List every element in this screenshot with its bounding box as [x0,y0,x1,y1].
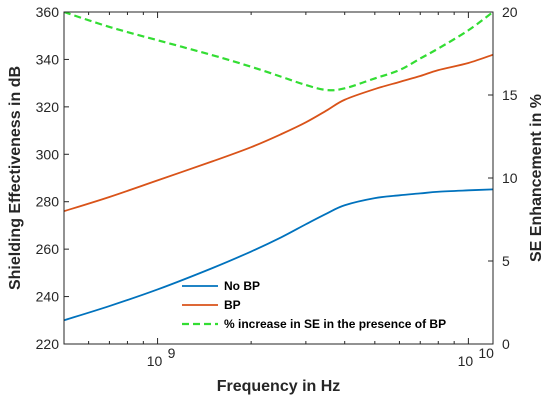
x-axis-title: Frequency in Hz [217,378,341,395]
y-left-tick-label: 260 [36,241,60,257]
y-axis-left-title: Shielding Effectiveness in dB [7,66,24,290]
y-right-tick-label: 0 [502,336,510,352]
y-right-tick-label: 20 [502,4,518,20]
plot-area [64,12,493,322]
series-line-1 [64,188,493,322]
legend-label-3: % increase in SE in the presence of BP [224,317,446,331]
y-axis-right-title: SE Enhancement in % [528,94,545,262]
y-left-tick-label: 240 [36,289,60,305]
x-tick-label: 10 [458,353,474,369]
x-tick-exponent: 10 [478,345,494,361]
x-tick-label: 10 [147,353,163,369]
y-right-tick-label: 15 [502,87,518,103]
y-left-tick-label: 320 [36,99,60,115]
x-tick-exponent: 9 [168,345,176,361]
y-right-tick-label: 5 [502,253,510,269]
y-left-tick-label: 340 [36,51,60,67]
legend-label-1: No BP [224,279,260,293]
series-line-2 [64,53,493,213]
series-line-3 [64,12,493,92]
y-left-tick-label: 360 [36,4,60,20]
y-left-tick-label: 280 [36,194,60,210]
legend: No BP BP % increase in SE in the presence … [182,279,446,331]
series-group [64,12,493,322]
y-left-tick-label: 300 [36,146,60,162]
legend-label-2: BP [224,298,241,312]
y-right-tick-label: 10 [502,170,518,186]
y-left-tick-label: 220 [36,336,60,352]
